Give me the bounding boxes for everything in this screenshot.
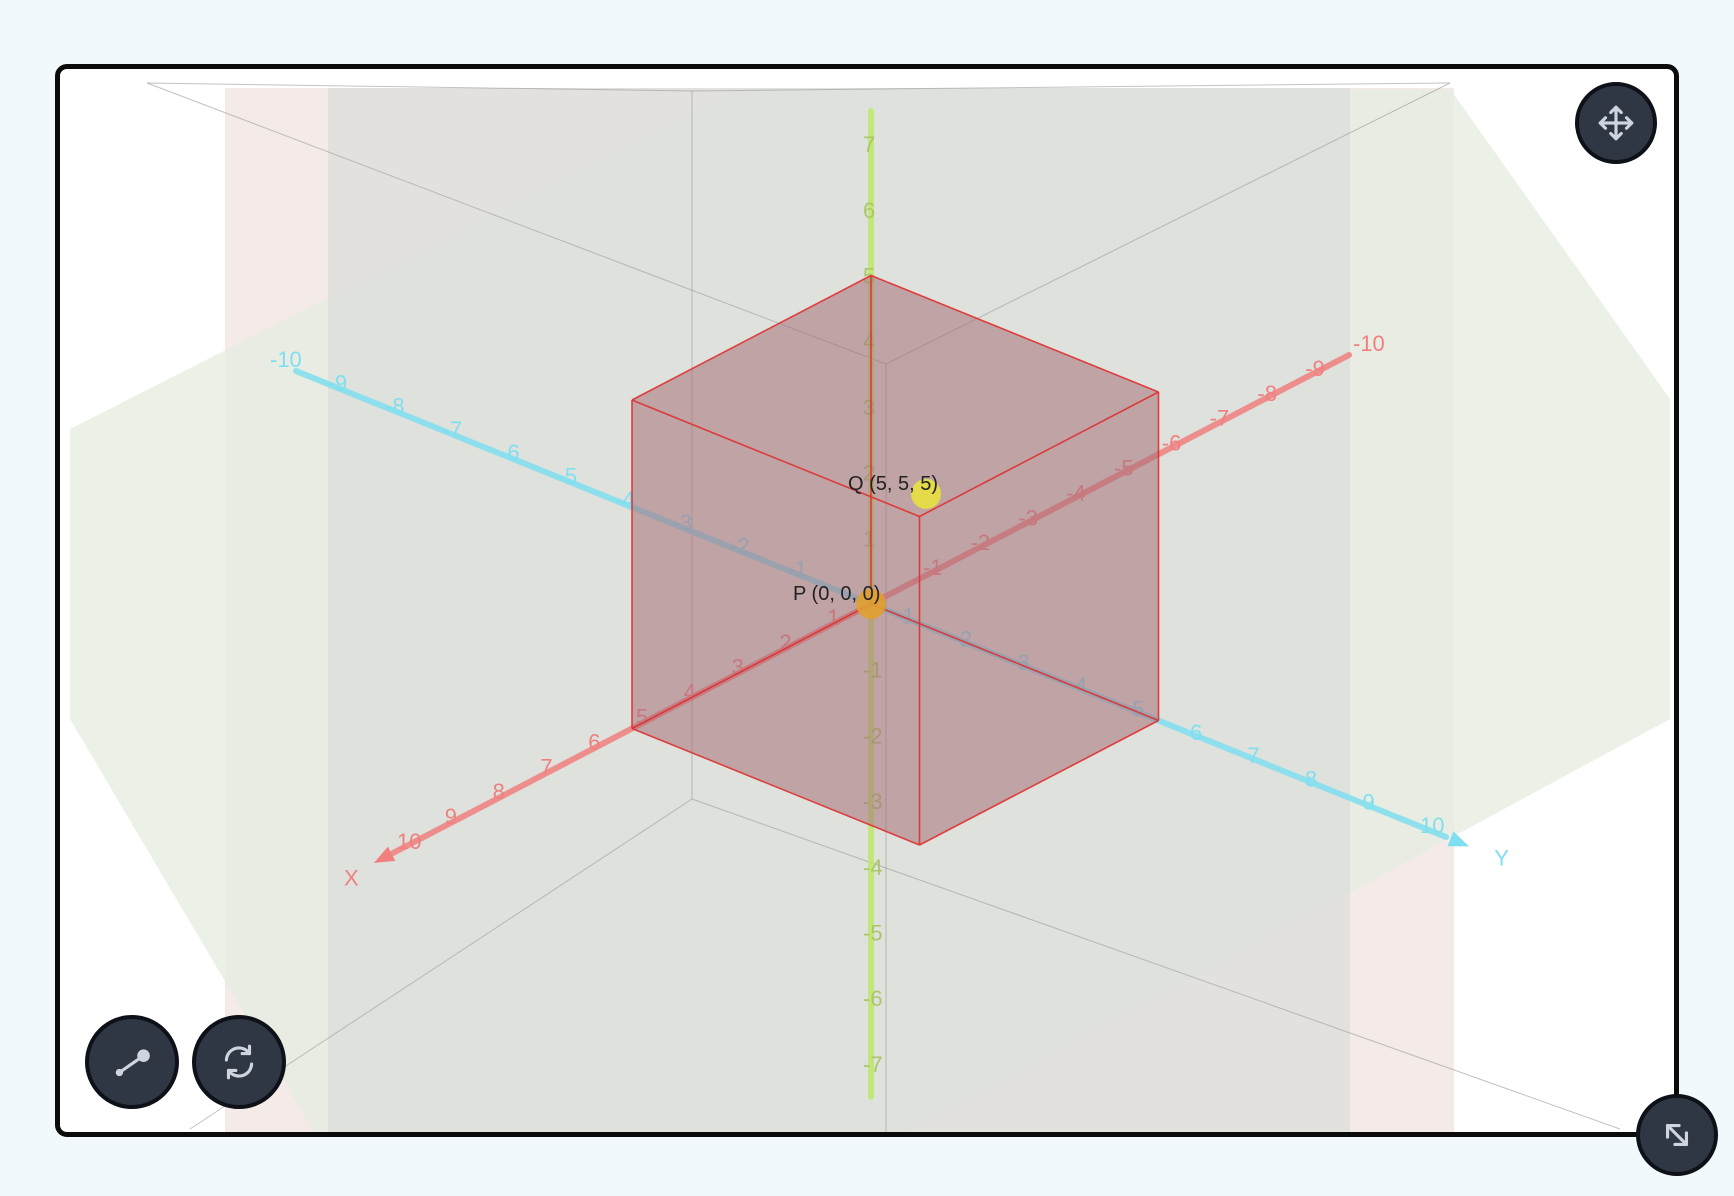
x-tick-label: 9 (445, 804, 457, 829)
cube-edge (631, 727, 920, 846)
y-tick-label: 5 (1133, 697, 1145, 722)
z-tick-label: -7 (863, 1052, 883, 1077)
cube-edge (631, 603, 872, 730)
y-tick-label: 10 (1420, 813, 1444, 838)
y-tick-label: 8 (1305, 766, 1317, 791)
y-tick-label: 2 (960, 627, 972, 652)
grid-line (691, 798, 1621, 1130)
x-tick-label: -3 (1018, 505, 1038, 530)
cube-edge (870, 274, 1159, 393)
z-tick-label: -2 (863, 723, 883, 748)
cube-edge (631, 399, 920, 518)
x-tick-label: -2 (971, 530, 991, 555)
cube-face (632, 275, 871, 729)
cube-face (632, 275, 1159, 517)
y-axis-arrow (1447, 831, 1469, 847)
y-tick-label: -1 (788, 557, 808, 582)
x-tick-label: -7 (1210, 406, 1230, 431)
3d-scene-canvas[interactable]: X Y -10 -9 -8 -7 -6 -5 -4 -3 -2 -1 1 2 3 4 5 6 7 8 9 10 -10 -9 -… (60, 69, 1679, 1137)
cube-edge (631, 274, 872, 401)
x-tick-label: 10 (397, 829, 421, 854)
points-layer: P (0, 0, 0) Q (5, 5, 5) (793, 473, 941, 619)
z-tick-label: 6 (863, 198, 875, 223)
y-tick-label: -2 (730, 533, 750, 558)
z-tick-label: -5 (863, 921, 883, 946)
x-tick-label: 3 (732, 655, 744, 680)
z-tick-label: 1 (863, 526, 875, 551)
y-tick-label: 9 (1363, 790, 1375, 815)
x-tick-label: 4 (684, 680, 696, 705)
x-tick-label: 5 (636, 705, 648, 730)
x-tick-label: 6 (588, 729, 600, 754)
y-axis-label: Y (1494, 845, 1509, 870)
point-q[interactable] (911, 479, 941, 509)
y-tick-label: -9 (328, 370, 348, 395)
point-p[interactable] (856, 589, 886, 619)
y-tick-label: -5 (558, 464, 578, 489)
x-tick-label: -1 (923, 555, 943, 580)
grid-line (691, 82, 1451, 92)
x-axis-arrow (373, 846, 396, 863)
z-tick-label: 7 (863, 132, 875, 157)
rotate-refresh-icon (224, 1044, 254, 1080)
y-tick-label: -4 (615, 487, 635, 512)
cube-edge (919, 719, 1159, 846)
x-axis-label: X (344, 865, 359, 890)
z-tick-label: 2 (863, 461, 875, 486)
x-tick-label: 8 (493, 779, 505, 804)
point-label-p: P (0, 0, 0) (793, 583, 880, 605)
cube-face (919, 392, 1159, 845)
fullscreen-button[interactable] (1636, 1094, 1718, 1176)
y-tick-label: 7 (1248, 743, 1260, 768)
y-tick-label: -7 (443, 417, 463, 442)
line-segment-icon (115, 1049, 150, 1077)
move-button[interactable] (1575, 82, 1657, 164)
x-tick-label: 7 (540, 754, 552, 779)
y-tick-label: 6 (1190, 720, 1202, 745)
z-tick-label: -4 (863, 855, 883, 880)
grid-line (146, 82, 693, 92)
x-tick-label: 1 (827, 605, 839, 630)
line-tool-button[interactable] (85, 1015, 179, 1109)
point-label-q: Q (5, 5, 5) (848, 473, 938, 495)
cube-layer (631, 274, 1160, 846)
z-tick-label: -6 (863, 986, 883, 1011)
y-tick-label: -6 (500, 440, 520, 465)
expand-diagonal-icon (1665, 1123, 1689, 1147)
x-tick-label: -10 (1353, 331, 1385, 356)
grid-line (885, 82, 1451, 365)
x-tick-label: -5 (1114, 456, 1134, 481)
x-tick-label: -9 (1305, 356, 1325, 381)
x-tick-label: -4 (1066, 480, 1086, 505)
y-tick-label: -8 (385, 394, 405, 419)
z-tick-label: -1 (863, 658, 883, 683)
y-tick-label: 4 (1075, 673, 1087, 698)
z-tick-label: 4 (863, 329, 875, 354)
reset-view-button[interactable] (192, 1015, 286, 1109)
x-tick-label: 2 (779, 630, 791, 655)
yz-plane (328, 88, 1350, 1132)
z-tick-label: -3 (863, 789, 883, 814)
x-tick-label: -6 (1162, 431, 1182, 456)
move-arrows-icon (1598, 105, 1634, 141)
grid-line (146, 82, 887, 365)
cube-face (632, 400, 920, 845)
3d-viewer-frame[interactable]: X Y -10 -9 -8 -7 -6 -5 -4 -3 -2 -1 1 2 3 4 5 6 7 8 9 10 -10 -9 -… (55, 64, 1679, 1137)
y-tick-label: -10 (270, 347, 302, 372)
y-tick-label: 3 (1018, 650, 1030, 675)
y-tick-label: 1 (903, 603, 915, 628)
x-tick-label: -8 (1257, 381, 1277, 406)
cube-face (871, 275, 1159, 721)
cube-edge (919, 391, 1159, 518)
cube-face (632, 604, 1159, 845)
y-tick-label: -3 (673, 510, 693, 535)
z-tick-label: 3 (863, 395, 875, 420)
